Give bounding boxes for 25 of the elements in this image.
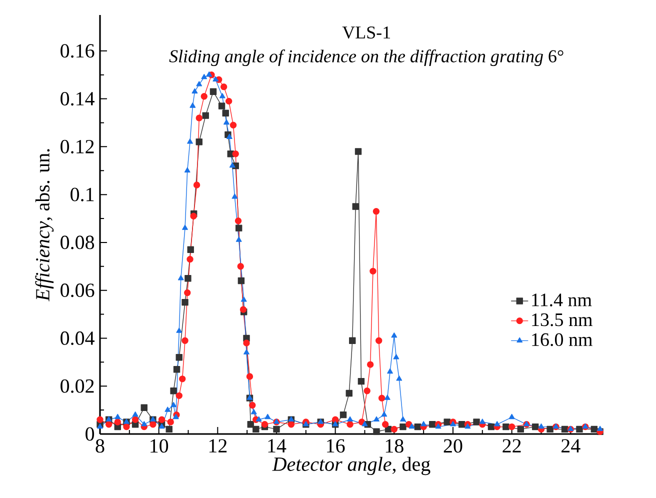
y-tick-label: 0.12 xyxy=(60,140,94,154)
legend-label: 13.5 nm xyxy=(532,313,592,326)
x-tick-label: 16 xyxy=(327,439,345,453)
y-tick-label: 0.16 xyxy=(60,44,94,58)
y-tick-label: 0.08 xyxy=(60,236,94,250)
chart-title: VLS-1 xyxy=(342,26,390,39)
x-tick-label: 24 xyxy=(562,439,580,452)
y-tick-label: 0.1 xyxy=(70,188,94,202)
y-tick-label: 0.04 xyxy=(60,331,94,346)
y-axis-title: Efficiency, abs. un. xyxy=(35,149,54,302)
x-tick-label: 8 xyxy=(96,439,104,453)
x-tick-label: 12 xyxy=(209,439,227,452)
text: Sliding angle of incidence on the diffraction grating 6° xyxy=(169,50,564,66)
legend-label: 11.4 nm xyxy=(532,294,592,306)
y-tick-label: 0 xyxy=(86,427,94,441)
y-tick-label: 0.06 xyxy=(60,284,94,298)
x-tick-label: 18 xyxy=(386,439,404,453)
legend-label: 16.0 nm xyxy=(532,333,592,346)
y-tick-label: 0.02 xyxy=(60,379,94,393)
x-tick-label: 22 xyxy=(502,439,521,452)
y-tick-label: 0.14 xyxy=(60,92,94,106)
x-tick-label: 20 xyxy=(444,439,462,453)
x-tick-label: 14 xyxy=(268,439,286,452)
x-tick-label: 10 xyxy=(150,439,168,453)
x-axis-title: Detector angle, deg xyxy=(272,456,430,476)
